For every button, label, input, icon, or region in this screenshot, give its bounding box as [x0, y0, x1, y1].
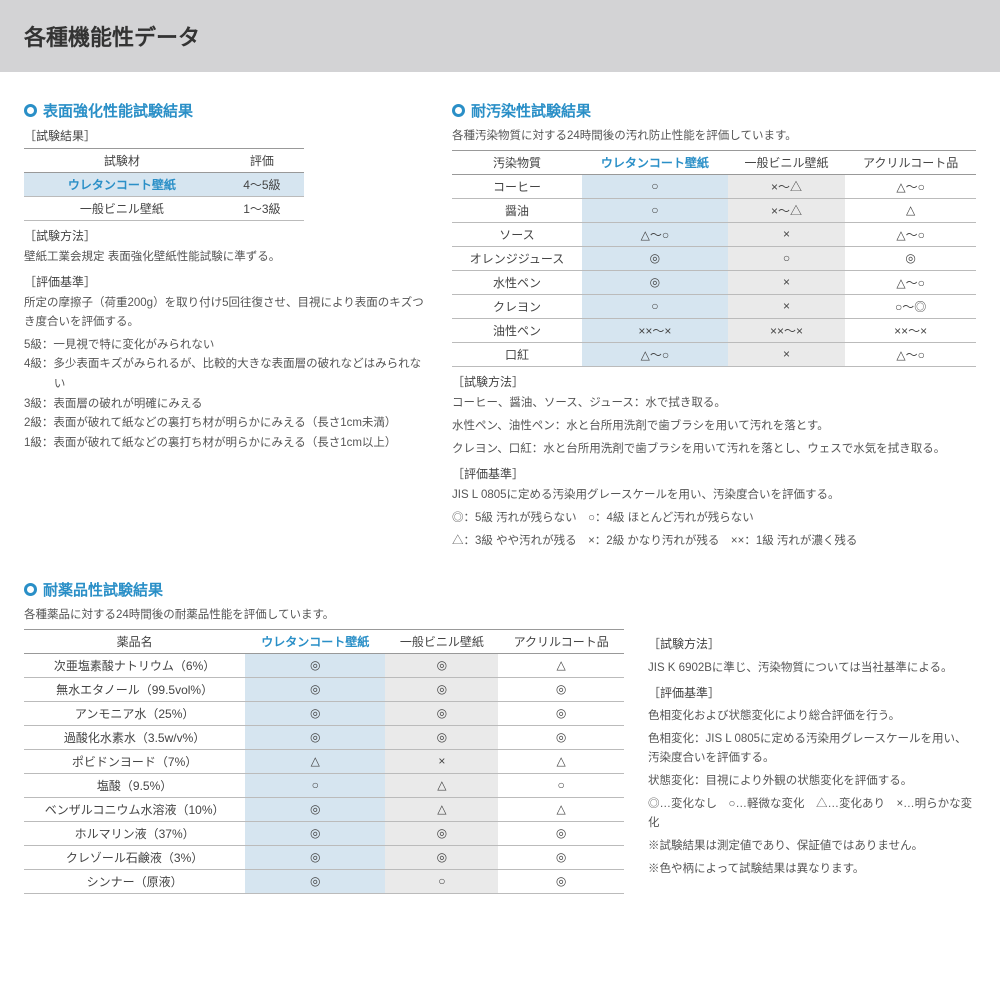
page-title: 各種機能性データ	[0, 0, 1000, 72]
bullet-icon	[24, 104, 37, 117]
table-row: ポビドンヨード（7%）△×△	[24, 749, 624, 773]
legend: ◎…変化なし ○…軽微な変化 △…変化あり ×…明らかな変化	[648, 795, 976, 833]
table-row: ベンザルコニウム水溶液（10%）◎△△	[24, 797, 624, 821]
table-row: シンナー（原液）◎○◎	[24, 869, 624, 893]
legend: △：3級 やや汚れが残る ×：2級 かなり汚れが残る ××：1級 汚れが濃く残る	[452, 532, 976, 551]
section1-table: 試験材評価 ウレタンコート壁紙4～5級一般ビニル壁紙1～3級	[24, 148, 304, 221]
table-row: アンモニア水（25%）◎◎◎	[24, 701, 624, 725]
table-header: 汚染物質	[452, 150, 582, 174]
criteria-label: ［評価基準］	[452, 465, 976, 482]
section3-table: 薬品名ウレタンコート壁紙一般ビニル壁紙アクリルコート品 次亜塩素酸ナトリウム（6…	[24, 629, 624, 894]
method-label: ［試験方法］	[24, 227, 424, 244]
legend: ◎：5級 汚れが残らない ○：4級 ほとんど汚れが残らない	[452, 509, 976, 528]
method-text: 壁紙工業会規定 表面強化壁紙性能試験に準ずる。	[24, 248, 424, 267]
content: 表面強化性能試験結果 ［試験結果］ 試験材評価 ウレタンコート壁紙4～5級一般ビ…	[0, 100, 1000, 894]
method-label: ［試験方法］	[452, 373, 976, 390]
section3-side: ［試験方法］ JIS K 6902Bに準じ、汚染物質については当社基準による。 …	[648, 629, 976, 894]
method-label: ［試験方法］	[648, 635, 976, 655]
criteria-line: 色相変化および状態変化により総合評価を行う。	[648, 707, 976, 726]
table-header: ウレタンコート壁紙	[245, 629, 385, 653]
table-row: 油性ペン××～×××～×××～×	[452, 318, 976, 342]
section2-intro: 各種汚染物質に対する24時間後の汚れ防止性能を評価しています。	[452, 127, 976, 146]
section3-title: 耐薬品性試験結果	[24, 579, 976, 600]
grade-list: 5級：一見視で特に変化がみられない4級：多少表面キズがみられるが、比較的大きな表…	[24, 336, 424, 453]
criteria-lines: 色相変化および状態変化により総合評価を行う。色相変化：JIS L 0805に定め…	[648, 707, 976, 791]
note-line: ※試験結果は測定値であり、保証値ではありません。	[648, 837, 976, 856]
table-row: ホルマリン液（37%）◎◎◎	[24, 821, 624, 845]
grade-line: 4級：多少表面キズがみられるが、比較的大きな表面層の破れなどはみられない	[24, 355, 424, 394]
table-row: 次亜塩素酸ナトリウム（6%）◎◎△	[24, 653, 624, 677]
grade-line: 1級：表面が破れて紙などの裏打ち材が明らかにみえる（長さ1cm以上）	[24, 434, 424, 454]
section2-title: 耐汚染性試験結果	[452, 100, 976, 121]
table-row: クレヨン○×○～◎	[452, 294, 976, 318]
criteria-label: ［評価基準］	[24, 273, 424, 290]
criteria-line: 状態変化：目視により外観の状態変化を評価する。	[648, 772, 976, 791]
method-line: 水性ペン、油性ペン：水と台所用洗剤で歯ブラシを用いて汚れを落とす。	[452, 417, 976, 436]
bullet-icon	[452, 104, 465, 117]
grade-line: 3級：表面層の破れが明確にみえる	[24, 395, 424, 415]
method-line: コーヒー、醤油、ソース、ジュース：水で拭き取る。	[452, 394, 976, 413]
table-row: コーヒー○×～△△～○	[452, 174, 976, 198]
section-surface: 表面強化性能試験結果 ［試験結果］ 試験材評価 ウレタンコート壁紙4～5級一般ビ…	[24, 100, 424, 555]
method-text: JIS K 6902Bに準じ、汚染物質については当社基準による。	[648, 659, 976, 678]
table-header: アクリルコート品	[498, 629, 624, 653]
section-chemical: 耐薬品性試験結果 各種薬品に対する24時間後の耐薬品性能を評価しています。 薬品…	[24, 579, 976, 894]
criteria-text: 所定の摩擦子（荷重200g）を取り付け5回往復させ、目視により表面のキズつき度合…	[24, 294, 424, 332]
table-header: ウレタンコート壁紙	[582, 150, 728, 174]
bullet-icon	[24, 583, 37, 596]
method-line: クレヨン、口紅：水と台所用洗剤で歯ブラシを用いて汚れを落とし、ウェスで水気を拭き…	[452, 440, 976, 459]
note-line: ※色や柄によって試験結果は異なります。	[648, 860, 976, 879]
table-header: 一般ビニル壁紙	[728, 150, 846, 174]
grade-line: 5級：一見視で特に変化がみられない	[24, 336, 424, 356]
section3-intro: 各種薬品に対する24時間後の耐薬品性能を評価しています。	[24, 606, 976, 625]
criteria-line: 色相変化：JIS L 0805に定める汚染用グレースケールを用い、汚染度合いを評…	[648, 730, 976, 768]
table-row: ウレタンコート壁紙4～5級	[24, 173, 304, 197]
table-row: 醤油○×～△△	[452, 198, 976, 222]
result-label: ［試験結果］	[24, 127, 424, 144]
table-header: 評価	[220, 149, 304, 173]
method-lines: コーヒー、醤油、ソース、ジュース：水で拭き取る。水性ペン、油性ペン：水と台所用洗…	[452, 394, 976, 459]
table-row: 無水エタノール（99.5vol%）◎◎◎	[24, 677, 624, 701]
table-row: クレゾール石鹸液（3%）◎◎◎	[24, 845, 624, 869]
grade-line: 2級：表面が破れて紙などの裏打ち材が明らかにみえる（長さ1cm未満）	[24, 414, 424, 434]
table-row: 塩酸（9.5%）○△○	[24, 773, 624, 797]
table-row: オレンジジュース◎○◎	[452, 246, 976, 270]
table-row: 過酸化水素水（3.5w/v%）◎◎◎	[24, 725, 624, 749]
table-header: 一般ビニル壁紙	[385, 629, 498, 653]
section1-title: 表面強化性能試験結果	[24, 100, 424, 121]
notes: ※試験結果は測定値であり、保証値ではありません。 ※色や柄によって試験結果は異なり…	[648, 837, 976, 879]
table-row: ソース△～○×△～○	[452, 222, 976, 246]
table-row: 口紅△～○×△～○	[452, 342, 976, 366]
table-row: 水性ペン◎×△～○	[452, 270, 976, 294]
table-header: 薬品名	[24, 629, 245, 653]
table-header: アクリルコート品	[845, 150, 976, 174]
table-header: 試験材	[24, 149, 220, 173]
section2-table: 汚染物質ウレタンコート壁紙一般ビニル壁紙アクリルコート品 コーヒー○×～△△～○…	[452, 150, 976, 367]
criteria-label: ［評価基準］	[648, 684, 976, 704]
section-stain: 耐汚染性試験結果 各種汚染物質に対する24時間後の汚れ防止性能を評価しています。…	[452, 100, 976, 555]
criteria-text: JIS L 0805に定める汚染用グレースケールを用い、汚染度合いを評価する。	[452, 486, 976, 505]
table-row: 一般ビニル壁紙1～3級	[24, 197, 304, 221]
